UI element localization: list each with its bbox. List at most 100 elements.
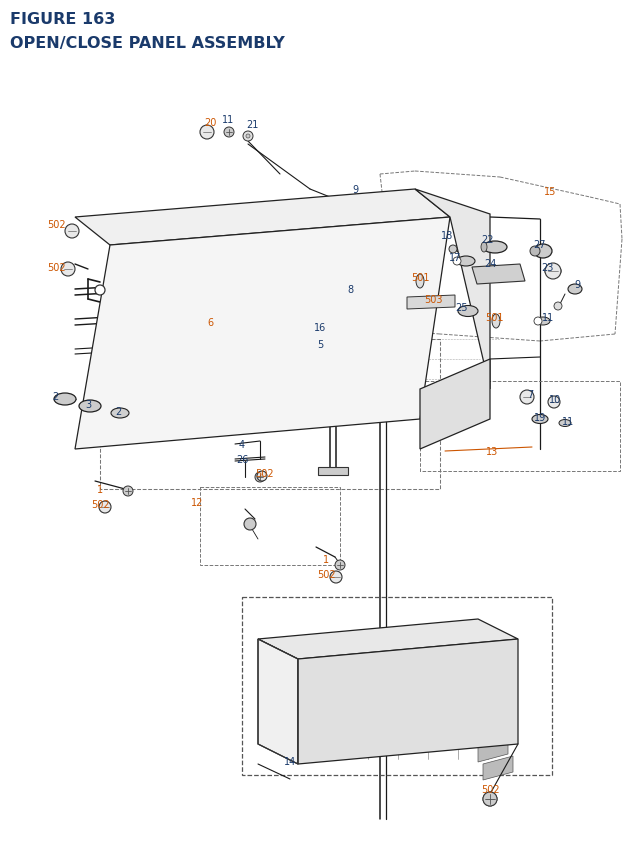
Text: 3: 3 <box>85 400 91 410</box>
Text: 24: 24 <box>484 258 496 269</box>
Ellipse shape <box>545 267 561 276</box>
Circle shape <box>95 286 105 295</box>
Circle shape <box>545 263 561 280</box>
Polygon shape <box>258 639 298 764</box>
Ellipse shape <box>492 314 500 329</box>
Polygon shape <box>472 264 525 285</box>
Ellipse shape <box>54 393 76 406</box>
Circle shape <box>257 472 267 481</box>
Circle shape <box>255 473 265 482</box>
Ellipse shape <box>559 420 571 427</box>
Circle shape <box>520 391 534 405</box>
Polygon shape <box>75 189 450 245</box>
Text: FIGURE 163: FIGURE 163 <box>10 12 115 27</box>
Circle shape <box>61 263 75 276</box>
Circle shape <box>534 318 542 325</box>
Circle shape <box>200 126 214 139</box>
Text: 502: 502 <box>48 220 67 230</box>
Text: 25: 25 <box>456 303 468 313</box>
Circle shape <box>330 572 342 583</box>
Text: 502: 502 <box>48 263 67 273</box>
Circle shape <box>554 303 562 311</box>
Text: 11: 11 <box>542 313 554 323</box>
Polygon shape <box>473 720 503 744</box>
Circle shape <box>530 247 540 257</box>
Circle shape <box>244 518 256 530</box>
Polygon shape <box>483 756 513 780</box>
Text: 502: 502 <box>481 784 499 794</box>
Text: 12: 12 <box>191 498 203 507</box>
Text: 19: 19 <box>534 412 546 423</box>
Polygon shape <box>415 189 490 389</box>
Polygon shape <box>468 703 498 726</box>
Ellipse shape <box>483 242 507 254</box>
Text: 2: 2 <box>52 392 58 401</box>
Ellipse shape <box>458 307 478 317</box>
Text: 18: 18 <box>441 231 453 241</box>
Bar <box>343 637 361 647</box>
Circle shape <box>335 561 345 570</box>
Circle shape <box>449 245 457 254</box>
Bar <box>242 598 552 775</box>
Text: 1: 1 <box>323 554 329 564</box>
Text: OPEN/CLOSE PANEL ASSEMBLY: OPEN/CLOSE PANEL ASSEMBLY <box>10 36 285 51</box>
Circle shape <box>123 486 133 497</box>
Circle shape <box>65 225 79 238</box>
Ellipse shape <box>536 318 550 325</box>
Ellipse shape <box>416 275 424 288</box>
Text: 501: 501 <box>484 313 503 323</box>
Text: 17: 17 <box>449 253 461 263</box>
Text: 16: 16 <box>314 323 326 332</box>
Polygon shape <box>407 295 455 310</box>
Text: 1: 1 <box>97 485 103 494</box>
Polygon shape <box>458 666 488 691</box>
Circle shape <box>548 397 560 408</box>
Ellipse shape <box>534 245 552 258</box>
Circle shape <box>246 135 250 139</box>
Bar <box>373 633 391 643</box>
Text: 8: 8 <box>347 285 353 294</box>
Bar <box>420 222 440 230</box>
Circle shape <box>483 792 497 806</box>
Text: 7: 7 <box>527 389 533 400</box>
Bar <box>318 468 348 475</box>
Text: 13: 13 <box>486 447 498 456</box>
Text: 22: 22 <box>482 235 494 245</box>
Text: 14: 14 <box>284 756 296 766</box>
Bar <box>313 641 331 651</box>
Polygon shape <box>478 738 508 762</box>
Ellipse shape <box>111 408 129 418</box>
Circle shape <box>453 257 461 266</box>
Polygon shape <box>258 619 518 660</box>
Text: 26: 26 <box>236 455 248 464</box>
Text: 11: 11 <box>222 115 234 125</box>
Bar <box>318 288 348 295</box>
Ellipse shape <box>79 400 101 412</box>
Ellipse shape <box>532 415 548 424</box>
Text: 6: 6 <box>207 318 213 328</box>
Text: 10: 10 <box>549 394 561 405</box>
Text: 15: 15 <box>544 187 556 197</box>
Circle shape <box>224 127 234 138</box>
Text: 9: 9 <box>574 280 580 289</box>
Bar <box>100 339 440 489</box>
Text: 9: 9 <box>352 185 358 195</box>
Text: 23: 23 <box>541 263 553 273</box>
Text: 20: 20 <box>204 118 216 127</box>
Text: 502: 502 <box>317 569 335 579</box>
Circle shape <box>99 501 111 513</box>
Text: 503: 503 <box>424 294 442 305</box>
Text: 4: 4 <box>239 439 245 449</box>
Text: 2: 2 <box>115 406 121 417</box>
Polygon shape <box>298 639 518 764</box>
Text: 502: 502 <box>256 468 275 479</box>
Ellipse shape <box>457 257 475 267</box>
Bar <box>355 218 395 224</box>
Text: 5: 5 <box>317 339 323 350</box>
Text: 501: 501 <box>411 273 429 282</box>
Polygon shape <box>420 360 490 449</box>
Polygon shape <box>463 684 493 709</box>
Text: 11: 11 <box>562 417 574 426</box>
Text: 27: 27 <box>534 239 547 250</box>
Text: 502: 502 <box>91 499 109 510</box>
